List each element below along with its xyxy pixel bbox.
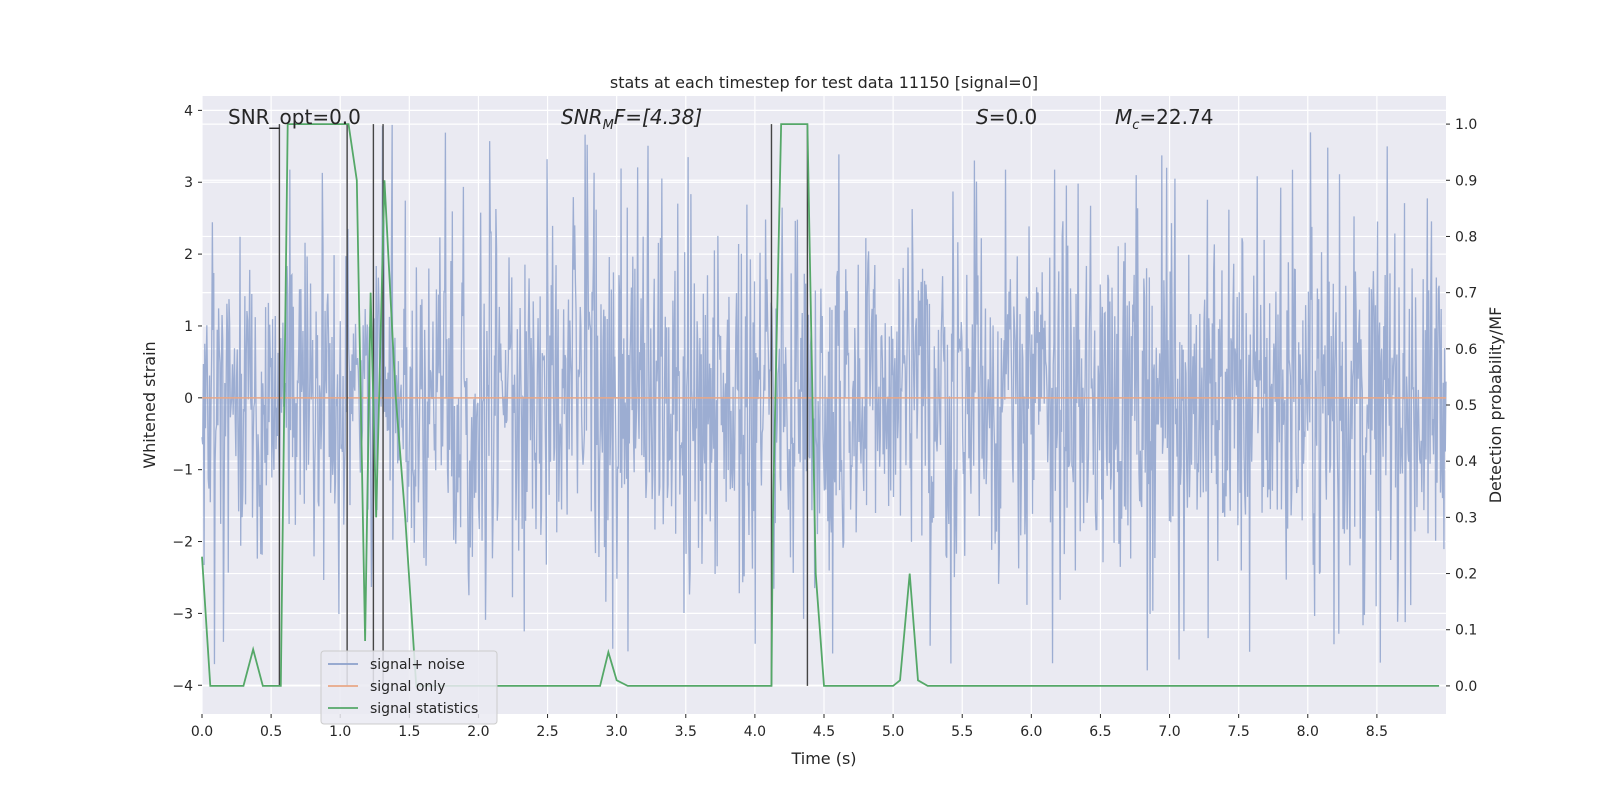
y2-axis-label: Detection probability/MF <box>1486 307 1505 504</box>
annotation-s: S=0.0 <box>976 105 1037 129</box>
x-tick-label-3: 1.5 <box>398 724 420 740</box>
x-tick-label-17: 8.5 <box>1366 724 1388 740</box>
x-axis-ticks: 0.0 0.5 1.0 1.5 2.0 2.5 3.0 3.5 4.0 4.5 5.0 5.5 6.0 6… <box>191 714 1388 740</box>
y2-tick-label-6: 0.6 <box>1455 342 1477 358</box>
chart-title: stats at each timestep for test data 111… <box>610 73 1038 92</box>
mc-rest: =22.74 <box>1139 105 1213 129</box>
y2-tick-label-5: 0.5 <box>1455 398 1477 414</box>
y-tick-label-1: −3 <box>172 606 193 622</box>
y-axis-label: Whitened strain <box>140 341 159 468</box>
statistics-series <box>201 123 1440 687</box>
y2-tick-label-3: 0.3 <box>1455 510 1477 526</box>
x-tick-label-8: 4.0 <box>744 724 766 740</box>
x-tick-label-4: 2.0 <box>467 724 489 740</box>
annotation-snr-opt: SNR_opt=0.0 <box>228 105 361 129</box>
x-tick-label-5: 2.5 <box>536 724 558 740</box>
y2-tick-label-7: 0.7 <box>1455 286 1477 302</box>
y2-tick-label-4: 0.4 <box>1455 454 1477 470</box>
x-axis-label: Time (s) <box>790 749 856 768</box>
x-tick-label-1: 0.5 <box>260 724 282 740</box>
snr-mf-sub: M <box>603 118 614 133</box>
statistics-line <box>201 123 1440 687</box>
x-tick-label-15: 7.5 <box>1228 724 1250 740</box>
y-tick-label-5: 1 <box>184 319 193 335</box>
y2-tick-label-9: 0.9 <box>1455 173 1477 189</box>
y-tick-label-8: 4 <box>184 103 193 119</box>
x-tick-label-0: 0.0 <box>191 724 213 740</box>
mc-base: M <box>1115 105 1132 129</box>
snr-mf-rest: F=[4.38] <box>614 105 702 129</box>
y2-tick-label-10: 1.0 <box>1455 117 1477 133</box>
x-tick-label-9: 4.5 <box>813 724 835 740</box>
mc-sub: c <box>1132 118 1139 133</box>
legend-box <box>320 650 498 725</box>
annotation-snr-mf: SNRMF=[4.38] <box>561 105 702 133</box>
y-tick-label-3: −1 <box>172 463 193 479</box>
s-rest: =0.0 <box>989 105 1038 129</box>
x-tick-label-14: 7.0 <box>1158 724 1180 740</box>
x-tick-label-2: 1.0 <box>329 724 351 740</box>
x-tick-label-7: 3.5 <box>675 724 697 740</box>
noise-line <box>201 124 1447 671</box>
legend-label-statistics: signal statistics <box>370 701 478 717</box>
y-tick-label-0: −4 <box>172 678 193 694</box>
x-tick-label-10: 5.0 <box>882 724 904 740</box>
legend-label-signal: signal only <box>370 679 445 695</box>
y-tick-label-4: 0 <box>184 391 193 407</box>
y2-axis-ticks: 0.0 0.1 0.2 0.3 0.4 0.5 0.6 0.7 0.8 0.9 1.0 <box>1446 117 1477 695</box>
x-tick-label-6: 3.0 <box>606 724 628 740</box>
x-tick-label-16: 8.0 <box>1297 724 1319 740</box>
x-tick-label-12: 6.0 <box>1020 724 1042 740</box>
x-tick-label-11: 5.5 <box>951 724 973 740</box>
s-base: S <box>976 105 989 129</box>
legend-label-noise: signal+ noise <box>370 657 465 673</box>
legend: signal+ noise signal only signal statist… <box>320 650 498 725</box>
y-tick-label-7: 3 <box>184 175 193 191</box>
y2-tick-label-0: 0.0 <box>1455 679 1477 695</box>
snr-mf-base: SNR <box>561 105 603 129</box>
y2-tick-label-8: 0.8 <box>1455 229 1477 245</box>
y-axis-ticks: −4 −3 −2 −1 0 1 2 3 4 <box>172 103 202 694</box>
x-tick-label-13: 6.5 <box>1089 724 1111 740</box>
y-tick-label-2: −2 <box>172 535 193 551</box>
y2-tick-label-2: 0.2 <box>1455 567 1477 583</box>
y-tick-label-6: 2 <box>184 247 193 263</box>
y2-tick-label-1: 0.1 <box>1455 623 1477 639</box>
noise-series <box>201 124 1447 671</box>
annotation-mc: Mc=22.74 <box>1115 105 1213 133</box>
